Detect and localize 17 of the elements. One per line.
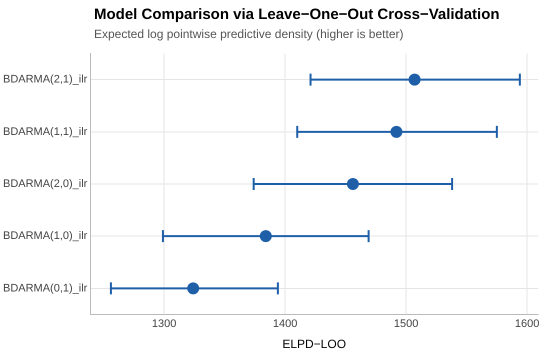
chart-title: Model Comparison via Leave−One−Out Cross−Validation [94,6,500,23]
y-tick-label: BDARMA(1,0)_ilr [2,230,88,242]
x-tick-label: 1400 [272,318,298,330]
y-tick-label: BDARMA(2,1)_ilr [2,74,88,86]
y-tick-label: BDARMA(0,1)_ilr [2,282,88,294]
point [346,178,359,190]
x-tick-label: 1600 [514,318,540,330]
x-tick-label: 1500 [394,318,418,330]
y-tick-label: BDARMA(1,1)_ilr [2,126,88,138]
point [187,282,200,294]
point [260,230,272,242]
x-tick-label: 1300 [152,318,176,330]
chart-subtitle: Expected log pointwise predictive density (higher is better) [94,27,404,41]
point [390,126,402,138]
point [408,74,421,86]
x-axis-title: ELPD−LOO [282,337,346,352]
y-tick-label: BDARMA(2,0)_ilr [2,178,88,190]
